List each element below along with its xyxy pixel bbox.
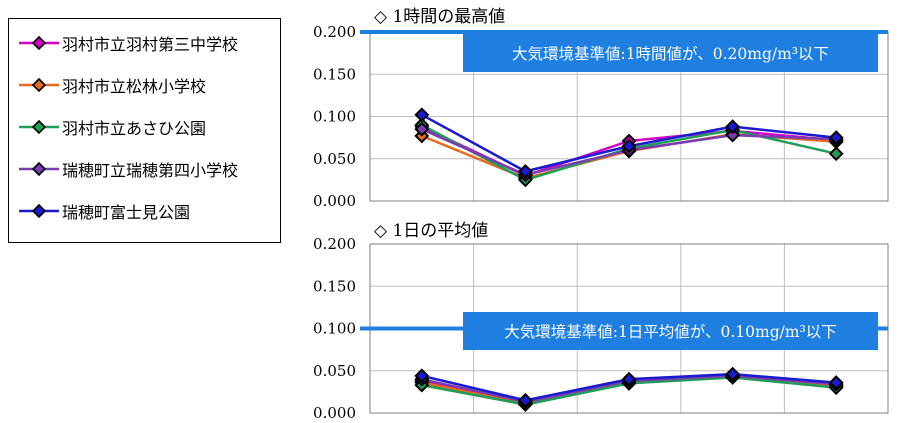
chart-legend: 羽村市立羽村第三中学校 羽村市立松林小学校 羽村市立あさひ公園瑞穂町立瑞穂第四小学校… — [8, 18, 281, 243]
y-tick-label: 0.000 — [313, 404, 356, 422]
legend-swatch — [19, 35, 59, 51]
legend-item: 羽村市立あさひ公園 — [17, 115, 206, 139]
standard-label: 大気環境基準値:1時間値が、0.20mg/m³以下 — [512, 44, 829, 63]
data-point — [828, 130, 844, 146]
legend-label: 瑞穂町富士見公園 — [62, 203, 191, 222]
y-tick-label: 0.150 — [313, 277, 356, 295]
standard-label: 大気環境基準値:1日平均値が、0.10mg/m³以下 — [504, 322, 837, 341]
data-point — [414, 368, 430, 384]
y-tick-label: 0.050 — [313, 150, 356, 168]
data-point — [414, 107, 430, 123]
data-point — [414, 121, 430, 137]
legend-label: 瑞穂町立瑞穂第四小学校 — [62, 161, 239, 180]
legend-item: 瑞穂町富士見公園 — [17, 199, 190, 223]
data-point — [517, 164, 533, 179]
chart-title: ◇ 1日の平均値 — [374, 221, 488, 241]
data-point — [725, 127, 741, 143]
y-tick-label: 0.150 — [313, 65, 356, 83]
data-point — [621, 138, 637, 154]
legend-label: 羽村市立松林小学校 — [62, 77, 207, 96]
legend-item: 羽村市立羽村第三中学校 — [17, 31, 238, 55]
y-tick-label: 0.200 — [313, 23, 356, 41]
legend-swatch — [19, 77, 59, 93]
legend-marker — [31, 203, 47, 219]
legend-marker — [31, 119, 47, 135]
data-point — [517, 392, 533, 408]
y-tick-label: 0.200 — [313, 235, 356, 253]
standard-label-box — [463, 34, 878, 72]
y-tick-label: 0.000 — [313, 192, 356, 210]
legend-swatch — [19, 161, 59, 177]
y-tick-label: 0.100 — [313, 320, 356, 338]
legend-marker — [31, 35, 47, 51]
y-tick-label: 0.100 — [313, 108, 356, 126]
data-point — [828, 146, 844, 162]
legend-item: 瑞穂町立瑞穂第四小学校 — [17, 157, 238, 181]
legend-label: 羽村市立羽村第三中学校 — [62, 35, 239, 54]
data-point — [621, 371, 637, 387]
data-point — [725, 119, 741, 135]
standard-label-box — [463, 312, 878, 350]
legend-marker — [31, 77, 47, 93]
y-tick-label: 0.050 — [313, 362, 356, 380]
chart-title: ◇ 1時間の最高値 — [374, 7, 505, 27]
data-point — [725, 366, 741, 382]
legend-swatch — [19, 119, 59, 135]
data-point — [828, 375, 844, 390]
legend-marker — [31, 161, 47, 177]
legend-label: 羽村市立あさひ公園 — [62, 119, 207, 138]
legend-item: 羽村市立松林小学校 — [17, 73, 206, 97]
legend-swatch — [19, 203, 59, 219]
